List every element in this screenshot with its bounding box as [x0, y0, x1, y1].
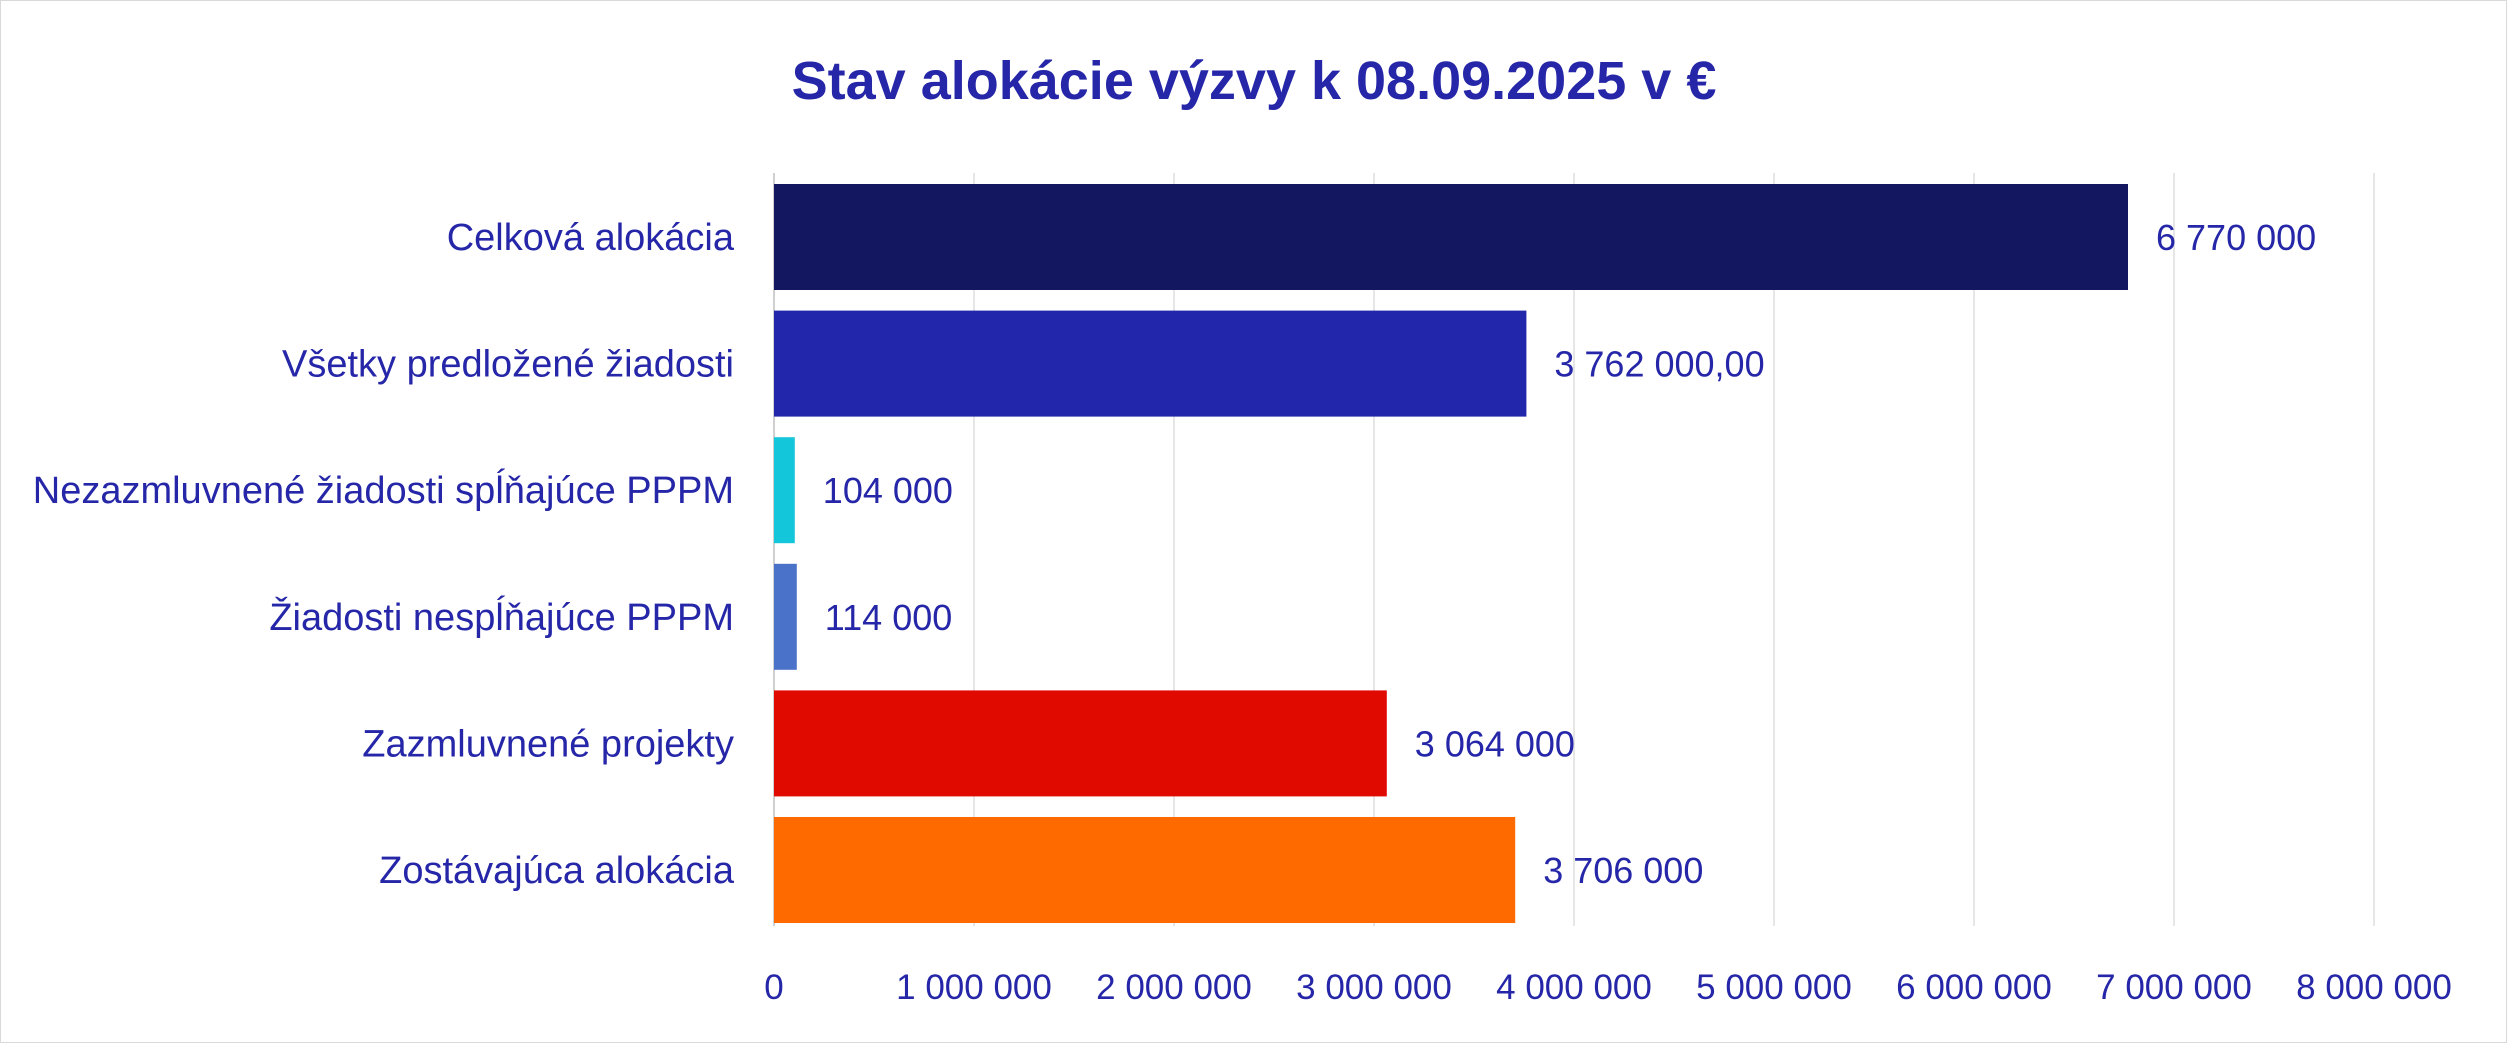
x-tick-label: 2 000 000 [1096, 968, 1252, 1007]
x-tick-label: 4 000 000 [1496, 968, 1652, 1007]
bar [774, 817, 1516, 923]
x-tick-label: 6 000 000 [1896, 968, 2052, 1007]
category-label: Zazmluvnené projekty [362, 723, 734, 765]
x-tick-label: 8 000 000 [2296, 968, 2452, 1007]
data-label: 3 762 000,00 [1554, 344, 1764, 385]
data-label: 104 000 [823, 470, 953, 511]
x-tick-label: 5 000 000 [1696, 968, 1852, 1007]
chart-title: Stav alokácie výzvy k 08.09.2025 v € [792, 51, 1717, 111]
x-tick-label: 1 000 000 [896, 968, 1052, 1007]
category-label: Nezazmluvnené žiadosti spĺňajúce PPPM [33, 467, 734, 512]
bar [774, 310, 1527, 417]
x-tick-label: 3 000 000 [1296, 968, 1452, 1007]
category-label: Celková alokácia [447, 217, 735, 259]
category-label: Žiadosti nespĺňajúce PPPM [269, 594, 734, 639]
category-labels: Celková alokácia Všetky predložené žiados… [33, 217, 735, 892]
data-label: 3 706 000 [1543, 850, 1703, 891]
gridlines [773, 173, 2375, 926]
category-label: Zostávajúca alokácia [379, 850, 735, 892]
bar [774, 437, 795, 544]
value-labels: 6 770 000 3 762 000,00 104 000 114 000 3 064… [823, 217, 2316, 891]
category-label: Všetky predložené žiadosti [282, 344, 734, 386]
data-label: 3 064 000 [1415, 723, 1575, 764]
bar [774, 563, 797, 670]
data-label: 6 770 000 [2156, 217, 2316, 258]
bars [774, 184, 2128, 923]
bar [774, 690, 1387, 797]
x-tick-label: 7 000 000 [2096, 968, 2252, 1007]
data-label: 114 000 [825, 597, 952, 638]
x-tick-labels: 0 1 000 000 2 000 000 3 000 000 4 000 000 5 0… [764, 968, 2452, 1007]
x-tick-label: 0 [764, 968, 783, 1007]
bar [774, 184, 2128, 290]
